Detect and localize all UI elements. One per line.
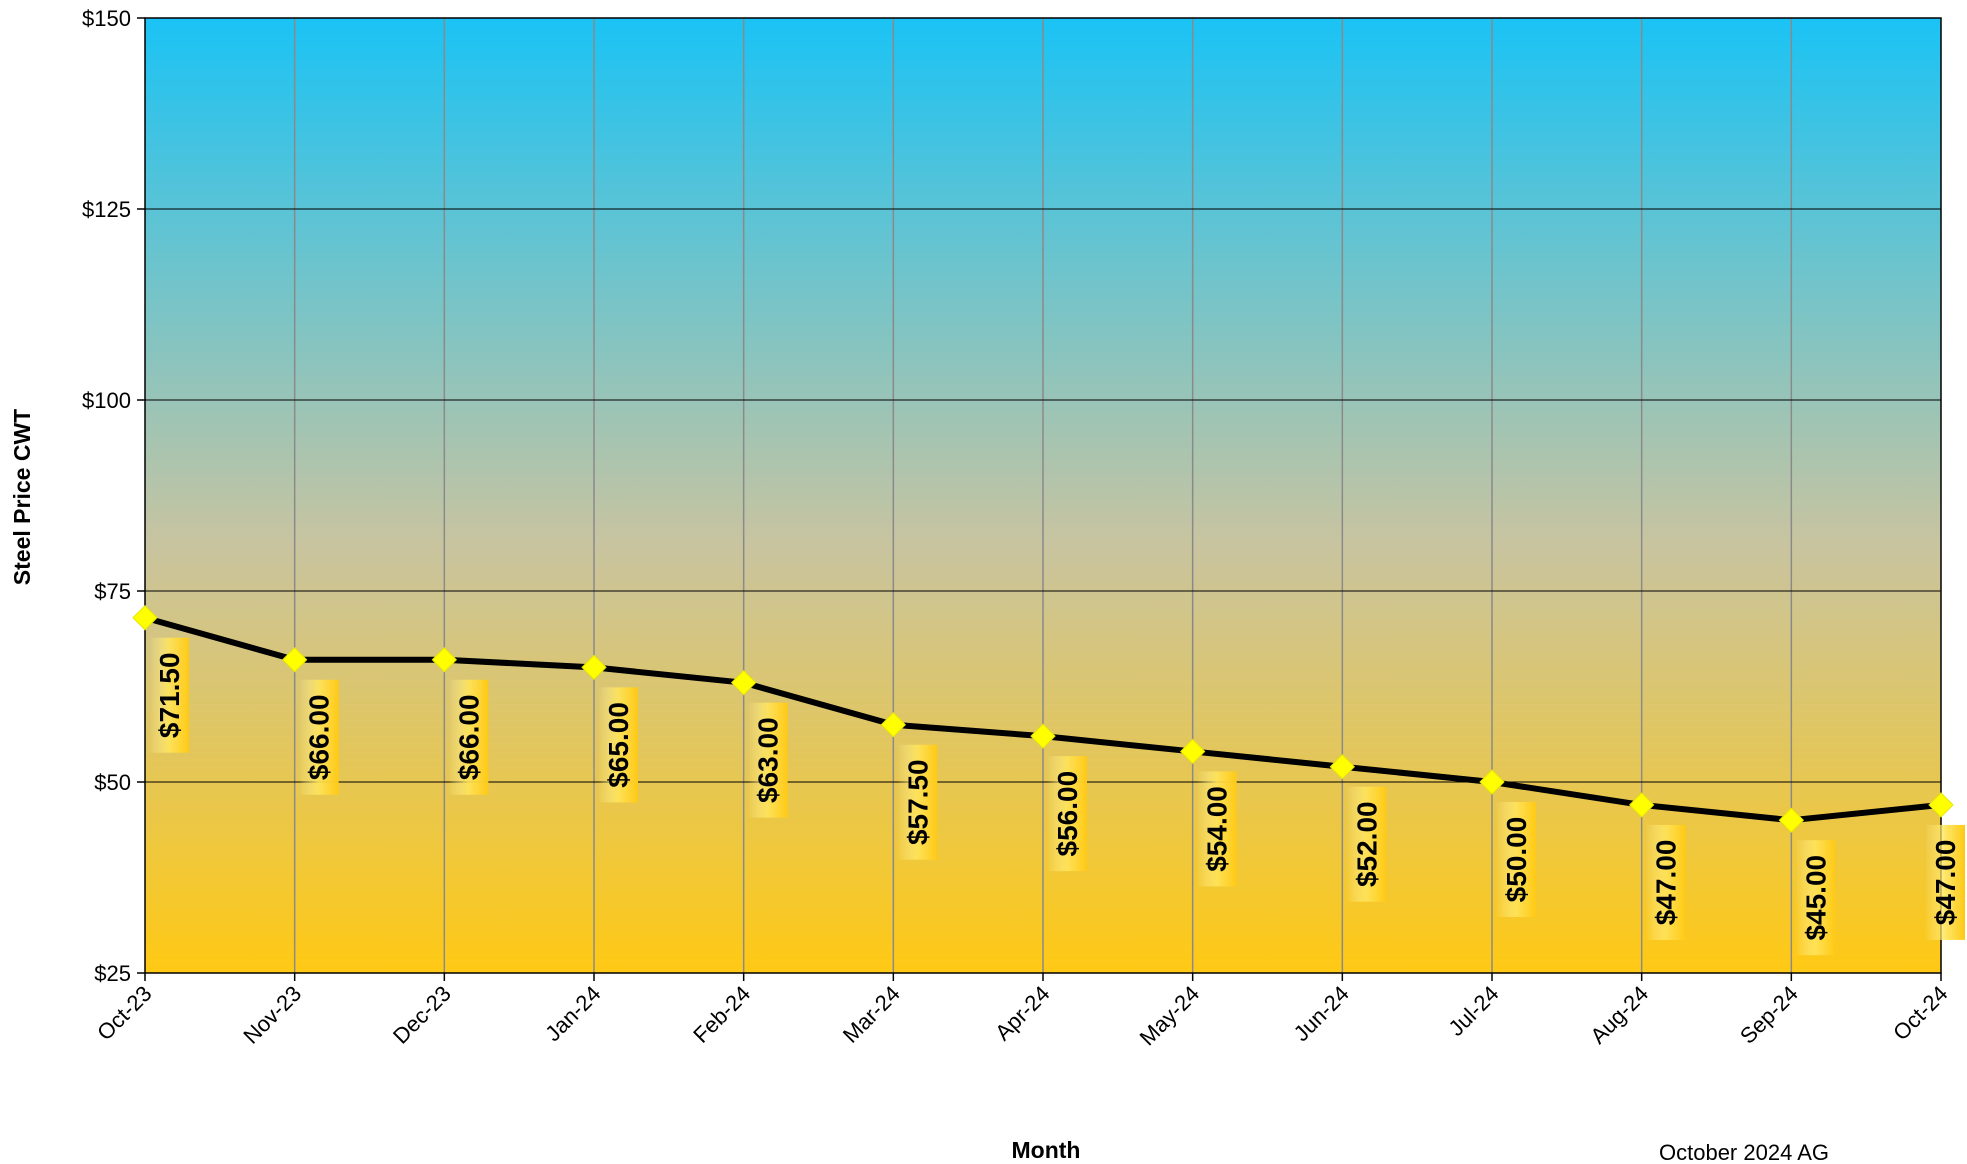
data-label-box bbox=[149, 637, 189, 753]
marker-Dec-23 bbox=[431, 647, 458, 673]
data-label-Oct-23: $71.50 bbox=[154, 652, 185, 738]
x-tick-label: Apr-24 bbox=[990, 981, 1054, 1045]
y-tick-label: $100 bbox=[82, 388, 131, 413]
marker-Oct-23 bbox=[132, 605, 158, 631]
data-label-box bbox=[1795, 840, 1836, 956]
data-label-Jan-24: $65.00 bbox=[603, 702, 634, 788]
data-label-box bbox=[1645, 824, 1686, 940]
x-tick-label: Dec-23 bbox=[388, 981, 456, 1049]
y-tick-label: $25 bbox=[94, 961, 131, 986]
x-tick-label: Jan-24 bbox=[540, 981, 605, 1046]
x-tick-label: Mar-24 bbox=[838, 981, 905, 1048]
data-label-Feb-24: $63.00 bbox=[753, 717, 784, 803]
y-tick-label: $125 bbox=[82, 197, 131, 222]
data-label-Nov-23: $66.00 bbox=[304, 694, 335, 780]
y-tick-label: $75 bbox=[94, 579, 131, 604]
data-label-May-24: $54.00 bbox=[1202, 786, 1233, 872]
x-tick-label: Feb-24 bbox=[688, 981, 755, 1048]
marker-Sep-24 bbox=[1778, 807, 1805, 833]
data-label-Aug-24: $47.00 bbox=[1651, 840, 1682, 926]
marker-Jul-24 bbox=[1479, 769, 1505, 795]
marker-Aug-24 bbox=[1628, 792, 1655, 818]
series-markers bbox=[132, 605, 1954, 833]
footnote: October 2024 AG bbox=[1659, 1140, 1829, 1164]
data-label-box bbox=[1496, 802, 1536, 917]
horizontal-gridlines bbox=[145, 208, 1941, 783]
data-label-box bbox=[747, 702, 788, 818]
marker-Oct-24 bbox=[1928, 792, 1954, 818]
y-axis-title: Steel Price CWT bbox=[9, 409, 35, 585]
x-tick-label: Oct-24 bbox=[1888, 981, 1952, 1045]
y-tick-label: $50 bbox=[94, 770, 131, 795]
data-label-Oct-24: $47.00 bbox=[1930, 840, 1961, 926]
data-label-box bbox=[1925, 824, 1965, 940]
marker-Jun-24 bbox=[1329, 754, 1356, 780]
data-label-box bbox=[897, 744, 938, 860]
marker-Apr-24 bbox=[1030, 723, 1056, 749]
marker-Mar-24 bbox=[880, 711, 907, 738]
data-label-Mar-24: $57.50 bbox=[902, 759, 933, 845]
x-tick-label: Jul-24 bbox=[1443, 981, 1503, 1041]
x-tick-label: Sep-24 bbox=[1735, 981, 1803, 1049]
data-label-Dec-23: $66.00 bbox=[453, 694, 484, 780]
data-label-box bbox=[1047, 756, 1087, 872]
x-axis-ticks: Oct-23 Nov-23 Dec-23 Jan-24 Feb-24 Mar-24 Apr-… bbox=[92, 973, 1953, 1051]
y-tick-label: $150 bbox=[82, 6, 131, 31]
marker-May-24 bbox=[1179, 738, 1206, 765]
y-axis-ticks: $25 $50 $75 $100 $125 $150 bbox=[82, 6, 145, 986]
x-tick-label: Aug-24 bbox=[1585, 981, 1653, 1049]
x-tick-label: Jun-24 bbox=[1289, 981, 1354, 1046]
x-tick-label: May-24 bbox=[1135, 981, 1205, 1051]
data-label-Sep-24: $45.00 bbox=[1800, 855, 1831, 941]
data-label-boxes bbox=[149, 637, 1965, 956]
data-label-box bbox=[448, 679, 489, 795]
data-label-box bbox=[598, 687, 638, 803]
marker-Jan-24 bbox=[581, 654, 607, 681]
marker-Nov-23 bbox=[281, 647, 308, 673]
data-label-Jun-24: $52.00 bbox=[1351, 801, 1382, 887]
data-label-box bbox=[1196, 771, 1237, 887]
x-tick-label: Nov-23 bbox=[238, 981, 306, 1049]
x-tick-label: Oct-23 bbox=[92, 981, 156, 1045]
data-label-box bbox=[298, 679, 339, 795]
data-label-Apr-24: $56.00 bbox=[1052, 771, 1083, 857]
x-axis-title: Month bbox=[1012, 1137, 1081, 1163]
data-label-Jul-24: $50.00 bbox=[1501, 817, 1532, 903]
marker-Feb-24 bbox=[730, 669, 757, 696]
data-label-box bbox=[1346, 786, 1387, 902]
data-labels: $71.50 $66.00 $66.00 $65.00 $63.00 $57.50 $56.… bbox=[154, 652, 1961, 940]
